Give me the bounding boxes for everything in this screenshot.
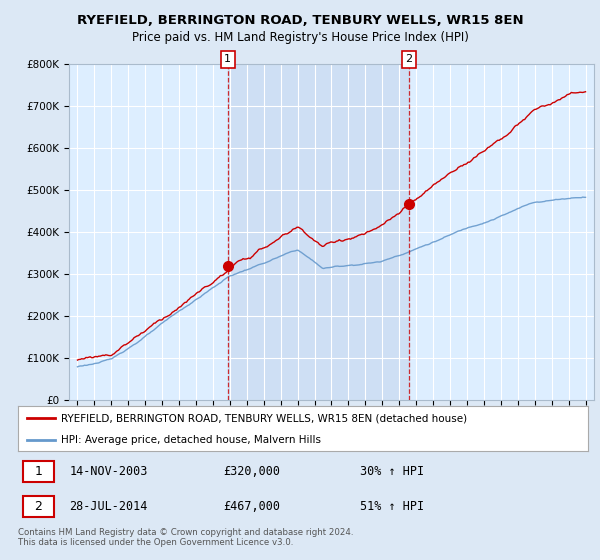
Text: £467,000: £467,000 [223, 500, 280, 512]
Bar [227, 64, 409, 400]
Text: 14-NOV-2003: 14-NOV-2003 [70, 465, 148, 478]
Text: 2: 2 [34, 500, 42, 512]
Text: £320,000: £320,000 [223, 465, 280, 478]
Text: 2: 2 [406, 54, 412, 64]
Text: 30% ↑ HPI: 30% ↑ HPI [360, 465, 424, 478]
Text: 1: 1 [224, 54, 231, 64]
Text: 1: 1 [34, 465, 42, 478]
Text: Price paid vs. HM Land Registry's House Price Index (HPI): Price paid vs. HM Land Registry's House … [131, 31, 469, 44]
Text: 51% ↑ HPI: 51% ↑ HPI [360, 500, 424, 512]
Text: 28-JUL-2014: 28-JUL-2014 [70, 500, 148, 512]
FancyBboxPatch shape [23, 496, 54, 516]
Text: Contains HM Land Registry data © Crown copyright and database right 2024.
This d: Contains HM Land Registry data © Crown c… [18, 528, 353, 547]
Text: HPI: Average price, detached house, Malvern Hills: HPI: Average price, detached house, Malv… [61, 435, 321, 445]
Text: RYEFIELD, BERRINGTON ROAD, TENBURY WELLS, WR15 8EN: RYEFIELD, BERRINGTON ROAD, TENBURY WELLS… [77, 14, 523, 27]
Text: RYEFIELD, BERRINGTON ROAD, TENBURY WELLS, WR15 8EN (detached house): RYEFIELD, BERRINGTON ROAD, TENBURY WELLS… [61, 413, 467, 423]
FancyBboxPatch shape [23, 460, 54, 482]
